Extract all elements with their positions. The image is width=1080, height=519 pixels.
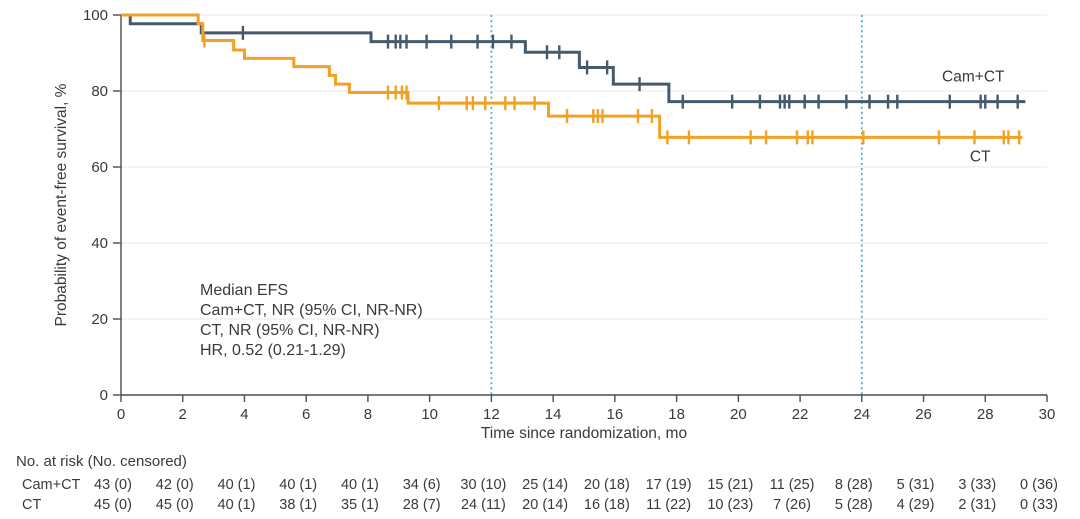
- risk-cell-ct-16mo: 16 (18): [584, 497, 630, 513]
- x-axis-title: Time since randomization, mo: [481, 425, 687, 442]
- curve-label-camct: Cam+CT: [942, 69, 1005, 86]
- x-tick-label-0: 0: [117, 406, 125, 423]
- x-tick-label-4: 4: [240, 406, 248, 423]
- x-tick-label-18: 18: [668, 406, 685, 423]
- risk-table-header: No. at risk (No. censored): [16, 453, 187, 470]
- gridlines-group: [121, 14, 1047, 320]
- censor-marks-camct: [241, 25, 1019, 109]
- x-tick-label-28: 28: [977, 406, 994, 423]
- km-curve-ct: [121, 13, 1023, 139]
- risk-cell-ct-18mo: 11 (22): [646, 497, 691, 513]
- curve-label-ct: CT: [970, 148, 991, 165]
- risk-cell-camct-30mo: 0 (36): [1020, 477, 1058, 493]
- risk-cell-camct-10mo: 34 (6): [403, 477, 441, 493]
- censor-marks-ct: [203, 33, 1021, 145]
- x-tick-label-2: 2: [179, 406, 187, 423]
- annotation-line-3: CT, NR (95% CI, NR-NR): [200, 322, 380, 339]
- risk-cell-camct-22mo: 11 (25): [770, 477, 815, 493]
- risk-cell-ct-30mo: 0 (33): [1020, 497, 1058, 513]
- x-tick-label-14: 14: [545, 406, 562, 423]
- km-curve-camct: [121, 13, 1026, 104]
- risk-cell-camct-28mo: 3 (33): [958, 477, 996, 493]
- risk-cell-ct-2mo: 45 (0): [156, 497, 194, 513]
- series-camct: [121, 13, 1026, 109]
- x-tick-label-20: 20: [730, 406, 747, 423]
- annotation-line-2: Cam+CT, NR (95% CI, NR-NR): [200, 302, 423, 319]
- risk-cell-ct-0mo: 45 (0): [94, 497, 132, 513]
- risk-row-label-ct: CT: [22, 497, 41, 513]
- reference-lines-group: [490, 15, 863, 395]
- y-tick-label-100: 100: [83, 7, 108, 24]
- x-tick-label-26: 26: [915, 406, 932, 423]
- risk-cell-camct-12mo: 30 (10): [460, 477, 506, 493]
- risk-cell-camct-4mo: 40 (1): [218, 477, 256, 493]
- risk-row-label-camct: Cam+CT: [22, 477, 81, 493]
- risk-cell-camct-14mo: 25 (14): [522, 477, 568, 493]
- risk-cell-camct-18mo: 17 (19): [646, 477, 692, 493]
- risk-cell-camct-0mo: 43 (0): [94, 477, 132, 493]
- x-tick-label-8: 8: [364, 406, 372, 423]
- risk-cell-ct-6mo: 38 (1): [279, 497, 317, 513]
- series-ct: [121, 13, 1023, 145]
- risk-cell-ct-24mo: 5 (28): [835, 497, 873, 513]
- y-tick-label-0: 0: [100, 387, 108, 404]
- x-tick-label-16: 16: [607, 406, 624, 423]
- y-tick-label-40: 40: [91, 235, 108, 252]
- risk-table-group: No. at risk (No. censored) Cam+CT 43 (0) 42…: [16, 453, 1058, 513]
- risk-cell-camct-20mo: 15 (21): [707, 477, 753, 493]
- x-tick-label-22: 22: [792, 406, 809, 423]
- risk-cell-ct-4mo: 40 (1): [218, 497, 256, 513]
- y-tick-label-20: 20: [91, 311, 108, 328]
- y-tick-label-80: 80: [91, 83, 108, 100]
- risk-cell-camct-16mo: 20 (18): [584, 477, 630, 493]
- risk-cell-camct-26mo: 5 (31): [897, 477, 935, 493]
- x-tick-label-6: 6: [302, 406, 310, 423]
- risk-cell-ct-26mo: 4 (29): [897, 497, 935, 513]
- y-tick-label-60: 60: [91, 159, 108, 176]
- risk-cell-ct-10mo: 28 (7): [403, 497, 441, 513]
- x-tick-label-10: 10: [421, 406, 438, 423]
- axes-group: [113, 14, 1048, 402]
- x-tick-label-30: 30: [1039, 406, 1056, 423]
- risk-cell-ct-14mo: 20 (14): [522, 497, 568, 513]
- risk-cell-camct-2mo: 42 (0): [156, 477, 194, 493]
- risk-cell-ct-20mo: 10 (23): [707, 497, 753, 513]
- risk-cell-camct-6mo: 40 (1): [279, 477, 317, 493]
- annotation-line-4: HR, 0.52 (0.21-1.29): [200, 342, 346, 359]
- risk-cell-ct-12mo: 24 (11): [461, 497, 506, 513]
- risk-cell-ct-28mo: 2 (31): [958, 497, 996, 513]
- annotation-group: Median EFS Cam+CT, NR (95% CI, NR-NR) CT, …: [200, 282, 423, 359]
- y-axis-title: Probability of event-free survival, %: [53, 83, 70, 326]
- x-tick-label-24: 24: [853, 406, 870, 423]
- x-tick-label-12: 12: [483, 406, 500, 423]
- risk-cell-ct-22mo: 7 (26): [773, 497, 811, 513]
- risk-cell-camct-8mo: 40 (1): [341, 477, 379, 493]
- risk-cell-ct-8mo: 35 (1): [341, 497, 379, 513]
- risk-cell-camct-24mo: 8 (28): [835, 477, 873, 493]
- annotation-line-1: Median EFS: [200, 282, 288, 299]
